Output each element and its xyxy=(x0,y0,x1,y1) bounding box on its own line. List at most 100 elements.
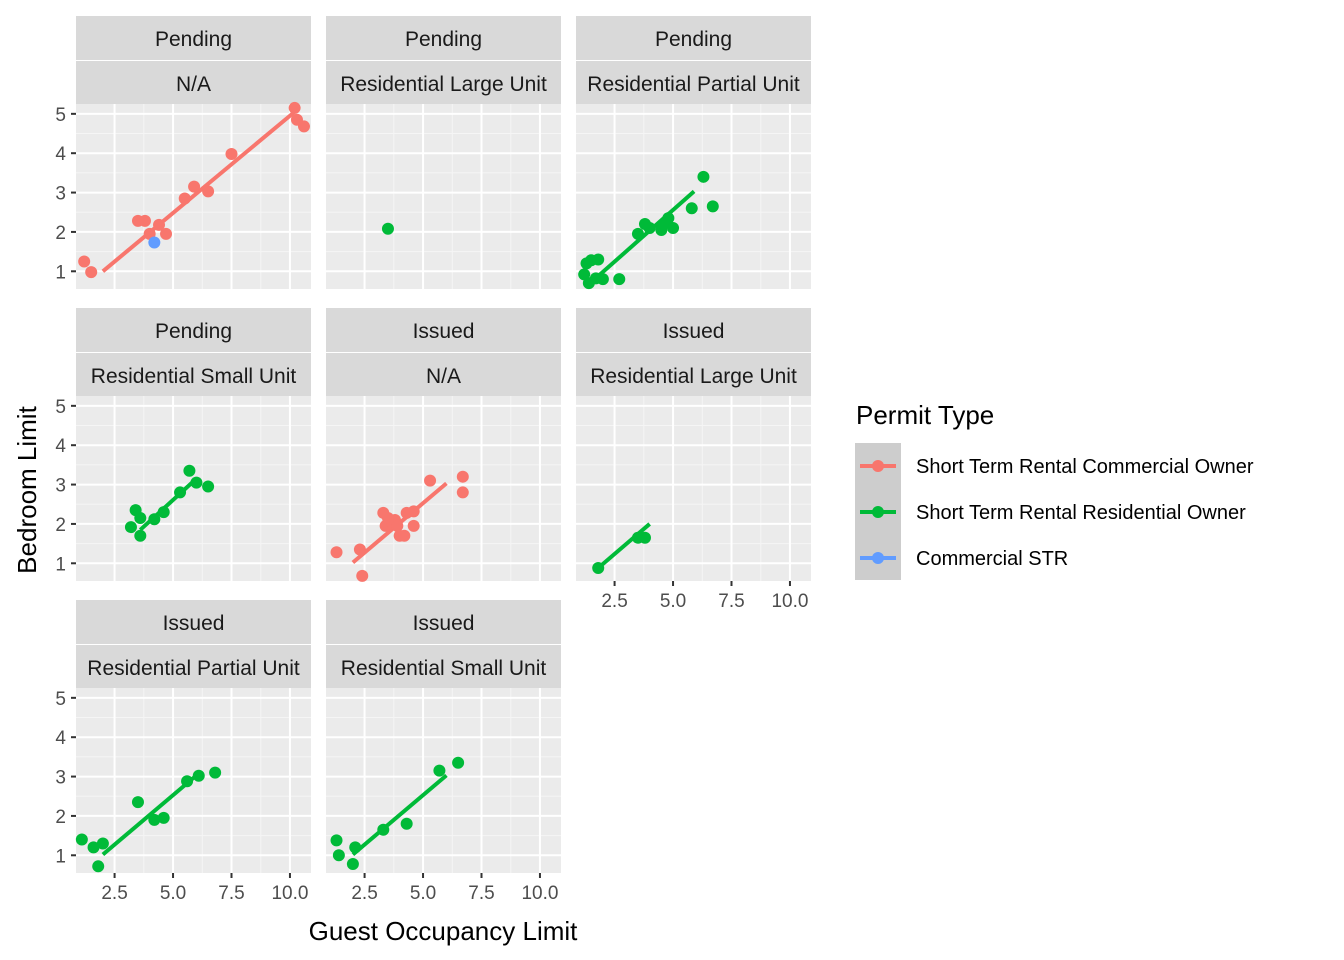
facet-strip-category xyxy=(326,645,561,688)
data-point xyxy=(192,769,205,782)
x-tick-label: 2.5 xyxy=(101,883,127,904)
data-point xyxy=(346,857,359,870)
data-point xyxy=(592,562,605,575)
data-point xyxy=(87,841,100,854)
y-tick-label: 3 xyxy=(55,768,66,789)
data-point xyxy=(92,860,105,873)
x-axis-title: Guest Occupancy Limit xyxy=(309,916,579,946)
data-point xyxy=(190,476,203,489)
data-point xyxy=(377,823,390,836)
data-point xyxy=(134,512,147,525)
facet-panel: Issued N/A xyxy=(326,308,561,582)
y-tick-label: 3 xyxy=(55,476,66,497)
facet-panel: Issued Residential Large Unit 2.5 5.0 7.5 10.… xyxy=(576,308,811,612)
facet-strip-status-label: Issued xyxy=(663,320,725,343)
data-point xyxy=(391,519,404,532)
data-point xyxy=(407,519,420,532)
data-point xyxy=(452,756,465,769)
y-tick-label: 1 xyxy=(55,262,66,283)
facet-strip-status xyxy=(326,600,561,644)
panels-layer: Pending N/A 1 2 3 4 5 Pending Residential Large … xyxy=(55,16,811,904)
panel-background xyxy=(326,104,561,289)
x-tick-label: 7.5 xyxy=(468,883,494,904)
legend-key-point xyxy=(872,460,884,472)
x-tick-label: 7.5 xyxy=(218,883,244,904)
data-point xyxy=(643,221,656,234)
data-point xyxy=(160,227,173,240)
data-point xyxy=(148,813,161,826)
data-point xyxy=(174,486,187,499)
data-point xyxy=(638,531,651,544)
panel-background xyxy=(576,104,811,289)
facet-strip-category xyxy=(76,61,311,104)
y-tick-label: 5 xyxy=(55,397,66,418)
data-point xyxy=(153,218,166,231)
data-point xyxy=(188,180,201,193)
data-point xyxy=(181,775,194,788)
facet-panel: Issued Residential Partial Unit 1 2 3 4 5 2.5 5.… xyxy=(55,600,311,904)
facet-strip-category-label: N/A xyxy=(426,365,461,388)
data-point xyxy=(183,464,196,477)
facet-strip-status-label: Issued xyxy=(413,320,475,343)
data-point xyxy=(456,470,469,483)
facet-strip-category-label: Residential Large Unit xyxy=(340,73,547,96)
data-point xyxy=(353,543,366,556)
facet-strip-category xyxy=(576,61,811,104)
legend-entry: Commercial STR xyxy=(860,548,1068,570)
panel-background xyxy=(76,396,311,581)
data-point xyxy=(209,766,222,779)
facet-strip-category xyxy=(76,645,311,688)
data-point xyxy=(225,147,238,160)
y-tick-label: 1 xyxy=(55,846,66,867)
data-point xyxy=(78,255,91,268)
data-point xyxy=(697,170,710,183)
facet-panel: Issued Residential Small Unit 2.5 5.0 7.5 10.… xyxy=(326,600,561,904)
data-point xyxy=(85,266,98,279)
legend-title: Permit Type xyxy=(856,400,994,430)
y-tick-label: 5 xyxy=(55,105,66,126)
facet-strip-status-label: Issued xyxy=(163,612,225,635)
data-point xyxy=(424,474,437,487)
y-tick-label: 5 xyxy=(55,689,66,710)
trend-line xyxy=(101,110,296,273)
facet-strip-category-label: Residential Small Unit xyxy=(91,365,297,388)
legend-label: Short Term Rental Residential Owner xyxy=(916,502,1246,524)
facet-strip-status-label: Issued xyxy=(413,612,475,635)
data-point xyxy=(330,546,343,559)
facet-strip-status-label: Pending xyxy=(655,28,732,51)
y-tick-label: 3 xyxy=(55,184,66,205)
data-point xyxy=(288,101,301,114)
data-point xyxy=(356,569,369,582)
data-point xyxy=(131,796,144,809)
x-tick-label: 5.0 xyxy=(660,591,686,612)
x-tick-label: 10.0 xyxy=(271,883,308,904)
data-point xyxy=(138,214,151,227)
trend-line xyxy=(101,773,198,857)
trend-line xyxy=(351,773,448,857)
legend-label: Commercial STR xyxy=(916,548,1068,570)
facet-strip-category-label: Residential Large Unit xyxy=(590,365,797,388)
facet-strip-status-label: Pending xyxy=(155,28,232,51)
y-axis-title: Bedroom Limit xyxy=(12,405,42,573)
data-point xyxy=(349,841,362,854)
data-point xyxy=(330,834,343,847)
legend: Permit Type Short Term Rental Commercial… xyxy=(855,400,1254,580)
data-point xyxy=(148,236,161,249)
data-point xyxy=(381,222,394,235)
legend-entry: Short Term Rental Commercial Owner xyxy=(860,456,1254,478)
data-point xyxy=(202,480,215,493)
facet-panel: Pending N/A 1 2 3 4 5 xyxy=(55,16,311,289)
x-tick-label: 2.5 xyxy=(351,883,377,904)
data-point xyxy=(667,221,680,234)
facet-strip-status-label: Pending xyxy=(155,320,232,343)
facet-strip-status xyxy=(576,308,811,352)
facet-strip-category-label: Residential Partial Unit xyxy=(587,73,800,96)
data-point xyxy=(407,505,420,518)
facet-strip-status xyxy=(76,600,311,644)
data-point xyxy=(157,811,170,824)
data-point xyxy=(124,521,137,534)
y-tick-label: 2 xyxy=(55,807,66,828)
legend-label: Short Term Rental Commercial Owner xyxy=(916,456,1254,478)
data-point xyxy=(75,833,88,846)
